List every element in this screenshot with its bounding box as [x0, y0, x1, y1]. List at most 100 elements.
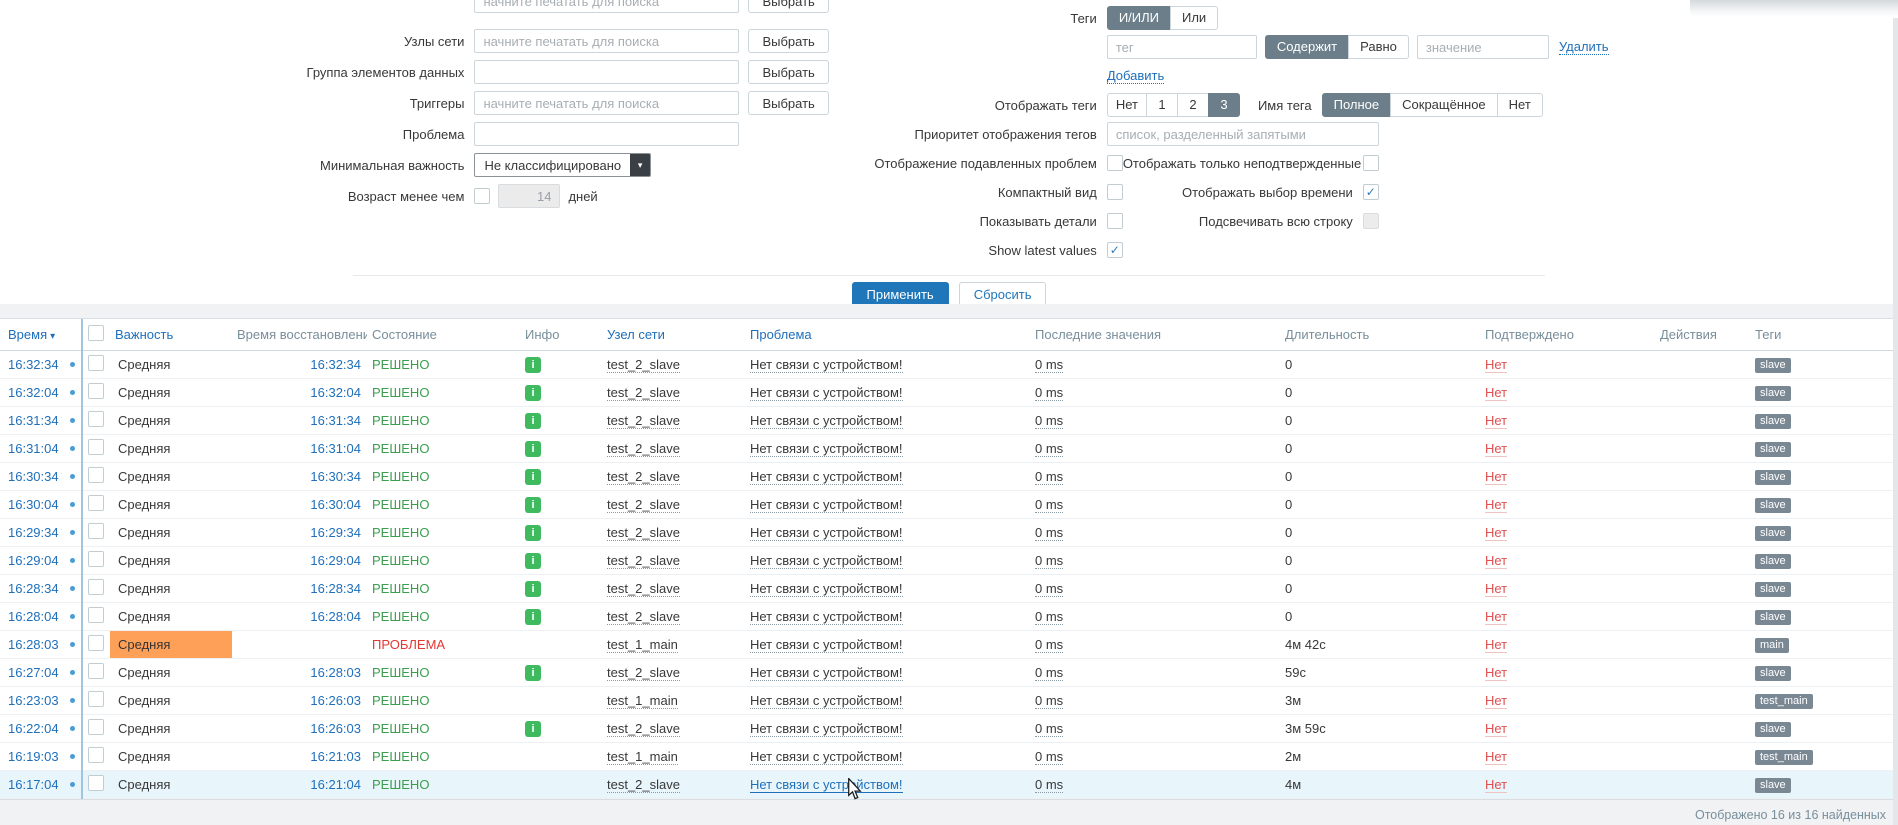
host-link[interactable]: test_2_slave — [607, 469, 680, 485]
recovery-time-link[interactable]: 16:26:03 — [310, 721, 361, 736]
problem-time-link[interactable]: 16:27:04 — [8, 665, 59, 680]
apply-button[interactable]: Применить — [851, 282, 949, 304]
problem-link[interactable]: Нет связи с устройством! — [750, 637, 903, 653]
tag-name-full[interactable]: Полное — [1321, 93, 1392, 117]
tag-chip[interactable]: slave — [1755, 470, 1791, 485]
row-checkbox[interactable] — [88, 635, 104, 651]
problem-time-link[interactable]: 16:28:34 — [8, 581, 59, 596]
tag-chip[interactable]: slave — [1755, 414, 1791, 429]
problem-link[interactable]: Нет связи с устройством! — [750, 749, 903, 765]
tag-chip[interactable]: main — [1755, 638, 1789, 653]
problem-link[interactable]: Нет связи с устройством! — [750, 525, 903, 541]
select-button-item-group[interactable]: Выбрать — [748, 60, 829, 84]
top-search-input[interactable] — [474, 0, 740, 13]
state-link[interactable]: ПРОБЛЕМА — [372, 637, 446, 652]
recovery-time-link[interactable]: 16:31:04 — [310, 441, 361, 456]
tag-chip[interactable]: slave — [1755, 722, 1791, 737]
problem-time-link[interactable]: 16:32:34 — [8, 357, 59, 372]
scrollbar-track[interactable] — [1893, 18, 1898, 825]
latest-values-link[interactable]: 0 ms — [1035, 693, 1064, 709]
state-link[interactable]: РЕШЕНО — [372, 441, 430, 456]
acknowledged-link[interactable]: Нет — [1485, 413, 1508, 429]
tag-add-link[interactable]: Добавить — [1106, 68, 1165, 84]
problem-link[interactable]: Нет связи с устройством! — [750, 693, 903, 709]
problem-link[interactable]: Нет связи с устройством! — [750, 413, 903, 429]
problem-time-link[interactable]: 16:19:03 — [8, 749, 59, 764]
show-tags-2[interactable]: 2 — [1176, 93, 1209, 117]
problem-time-link[interactable]: 16:17:04 — [8, 777, 59, 792]
show-details-checkbox[interactable] — [1106, 213, 1123, 229]
latest-values-link[interactable]: 0 ms — [1035, 777, 1064, 793]
select-button-hosts[interactable]: Выбрать — [748, 29, 829, 53]
latest-values-link[interactable]: 0 ms — [1035, 497, 1064, 513]
acknowledged-link[interactable]: Нет — [1485, 469, 1508, 485]
problem-link[interactable]: Нет связи с устройством! — [750, 777, 903, 793]
host-link[interactable]: test_2_slave — [607, 665, 680, 681]
tag-chip[interactable]: slave — [1755, 778, 1791, 793]
problem-link[interactable]: Нет связи с устройством! — [750, 357, 903, 373]
problem-time-link[interactable]: 16:28:03 — [8, 637, 59, 652]
chevron-down-icon[interactable]: ▾ — [630, 154, 651, 176]
info-icon[interactable]: i — [525, 609, 541, 625]
show-tags-3[interactable]: 3 — [1207, 93, 1240, 117]
state-link[interactable]: РЕШЕНО — [372, 609, 430, 624]
latest-values-link[interactable]: 0 ms — [1035, 721, 1064, 737]
tag-name-none[interactable]: Нет — [1496, 93, 1543, 117]
row-checkbox[interactable] — [88, 411, 104, 427]
header-host[interactable]: Узел сети — [587, 319, 742, 351]
age-input[interactable] — [498, 184, 561, 208]
state-link[interactable]: РЕШЕНО — [372, 497, 430, 512]
tag-logic-or[interactable]: Или — [1170, 6, 1219, 30]
acknowledged-link[interactable]: Нет — [1485, 637, 1508, 653]
problem-link[interactable]: Нет связи с устройством! — [750, 469, 903, 485]
info-icon[interactable]: i — [525, 497, 541, 513]
host-link[interactable]: test_2_slave — [607, 413, 680, 429]
acknowledged-link[interactable]: Нет — [1485, 581, 1508, 597]
highlight-row-checkbox[interactable] — [1362, 213, 1379, 229]
recovery-time-link[interactable]: 16:28:04 — [310, 609, 361, 624]
row-checkbox[interactable] — [88, 467, 104, 483]
acknowledged-link[interactable]: Нет — [1485, 693, 1508, 709]
header-problem[interactable]: Проблема — [742, 319, 1030, 351]
compact-view-checkbox[interactable] — [1106, 184, 1123, 200]
info-icon[interactable]: i — [525, 385, 541, 401]
show-tags-none[interactable]: Нет — [1106, 93, 1147, 117]
tag-chip[interactable]: slave — [1755, 526, 1791, 541]
tag-name-input[interactable] — [1106, 35, 1257, 59]
problem-link[interactable]: Нет связи с устройством! — [750, 441, 903, 457]
info-icon[interactable]: i — [525, 441, 541, 457]
select-all-checkbox[interactable] — [88, 325, 104, 341]
recovery-time-link[interactable]: 16:28:03 — [310, 665, 361, 680]
recovery-time-link[interactable]: 16:31:34 — [310, 413, 361, 428]
state-link[interactable]: РЕШЕНО — [372, 721, 430, 736]
acknowledged-link[interactable]: Нет — [1485, 385, 1508, 401]
info-icon[interactable]: i — [525, 553, 541, 569]
problem-time-link[interactable]: 16:31:34 — [8, 413, 59, 428]
host-link[interactable]: test_1_main — [607, 637, 678, 653]
acknowledged-link[interactable]: Нет — [1485, 553, 1508, 569]
recovery-time-link[interactable]: 16:32:34 — [310, 357, 361, 372]
problem-link[interactable]: Нет связи с устройством! — [750, 553, 903, 569]
tag-value-input[interactable] — [1416, 35, 1549, 59]
row-checkbox[interactable] — [88, 551, 104, 567]
latest-values-link[interactable]: 0 ms — [1035, 469, 1064, 485]
header-time[interactable]: Время — [0, 319, 64, 351]
acknowledged-link[interactable]: Нет — [1485, 441, 1508, 457]
info-icon[interactable]: i — [525, 665, 541, 681]
host-link[interactable]: test_2_slave — [607, 525, 680, 541]
host-link[interactable]: test_1_main — [607, 693, 678, 709]
tag-chip[interactable]: slave — [1755, 554, 1791, 569]
tag-chip[interactable]: test_main — [1755, 750, 1813, 765]
latest-values-link[interactable]: 0 ms — [1035, 609, 1064, 625]
acknowledged-link[interactable]: Нет — [1485, 525, 1508, 541]
hosts-input[interactable] — [474, 29, 740, 53]
state-link[interactable]: РЕШЕНО — [372, 525, 430, 540]
row-checkbox[interactable] — [88, 747, 104, 763]
host-link[interactable]: test_2_slave — [607, 721, 680, 737]
tag-chip[interactable]: slave — [1755, 386, 1791, 401]
latest-values-link[interactable]: 0 ms — [1035, 525, 1064, 541]
host-link[interactable]: test_2_slave — [607, 497, 680, 513]
acknowledged-link[interactable]: Нет — [1485, 357, 1508, 373]
state-link[interactable]: РЕШЕНО — [372, 665, 430, 680]
problem-time-link[interactable]: 16:23:03 — [8, 693, 59, 708]
